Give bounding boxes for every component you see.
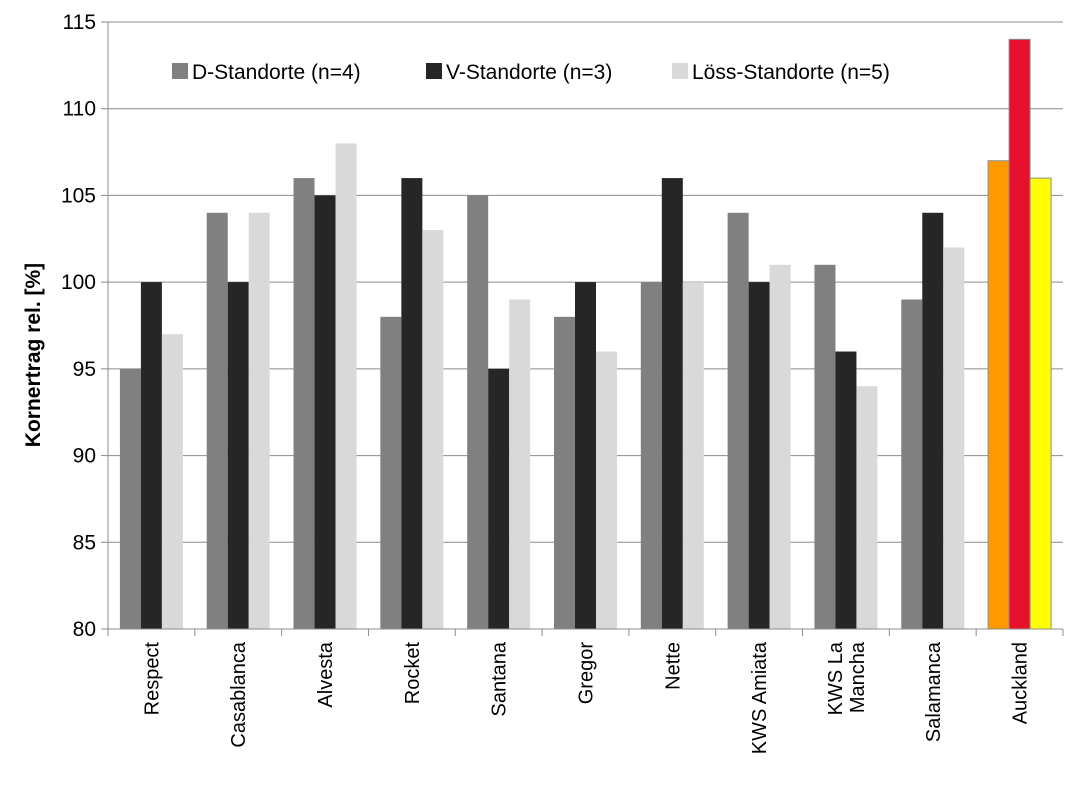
bar-2-casablanca	[227, 282, 249, 629]
bar-2-alvesta	[314, 195, 336, 629]
bar-1-gregor	[554, 316, 575, 629]
bar-3-kws-amiata	[769, 264, 791, 629]
y-tick-label: 90	[73, 445, 96, 468]
legend-swatch	[172, 63, 188, 79]
x-category-label: Casablanca	[228, 641, 250, 748]
y-tick-label: 100	[61, 271, 96, 294]
bar-1-nette	[640, 282, 662, 629]
legend-swatch	[672, 63, 688, 79]
y-tick-label: 85	[73, 531, 96, 554]
x-category-label: Salamanca	[923, 641, 945, 742]
x-category-label: Respect	[141, 642, 163, 716]
x-category-label: Mancha	[847, 641, 869, 713]
axes	[107, 22, 1064, 636]
y-tick-label: 110	[63, 98, 96, 121]
bar-3-alvesta	[335, 143, 357, 629]
x-category-label: KWS Amiata	[749, 641, 771, 754]
bar-2-kws-la-mancha	[835, 351, 857, 629]
bar-1-kws-la-mancha	[814, 264, 836, 629]
bar-1-salamanca	[901, 299, 923, 629]
bar-2-salamanca	[922, 212, 944, 629]
y-tick-label: 95	[73, 358, 96, 381]
bar-3-nette	[682, 282, 704, 629]
bar-1-santana	[467, 195, 489, 629]
bar-3-santana	[509, 299, 531, 629]
bar-3-kws-la-mancha	[856, 386, 878, 629]
legend-swatch	[426, 63, 442, 79]
x-category-label: Santana	[489, 641, 511, 716]
x-category-label: Auckland	[1010, 642, 1032, 724]
bar-2-kws-amiata	[748, 282, 770, 629]
bar-1-respect	[119, 368, 141, 629]
bar-2-nette	[661, 178, 683, 630]
bar-3-respect	[161, 334, 183, 629]
bar-1-auckland	[987, 160, 1010, 630]
bar-2-rocket	[401, 178, 423, 630]
y-axis-title: Kornertrag rel. [%]	[22, 263, 45, 447]
legend-label: D-Standorte (n=4)	[192, 61, 361, 84]
bar-3-gregor	[596, 351, 617, 629]
y-axis-ticks: 80 85 90 95 100 105 110 115	[61, 11, 108, 641]
y-tick-label: 115	[63, 11, 96, 34]
y-tick-label: 105	[61, 184, 96, 207]
bar-2-respect	[140, 282, 162, 629]
x-category-label: Rocket	[402, 642, 424, 705]
legend-label: V-Standorte (n=3)	[446, 61, 612, 84]
bar-1-rocket	[380, 316, 402, 629]
bar-1-kws-amiata	[727, 212, 749, 629]
bar-3-salamanca	[943, 247, 965, 629]
bar-3-rocket	[422, 230, 444, 629]
bar-2-santana	[488, 368, 510, 629]
x-category-label: Gregor	[576, 642, 598, 705]
bar-2-gregor	[575, 282, 596, 629]
bar-2-auckland	[1008, 38, 1031, 630]
bar-1-alvesta	[293, 178, 315, 630]
x-axis-category-labels: Respect Casablanca Alvesta Rocket Santana Gre…	[141, 641, 1031, 754]
x-category-label: Alvesta	[315, 641, 337, 707]
legend: D-Standorte (n=4) V-Standorte (n=3) Löss-S…	[172, 61, 890, 84]
x-category-label: Nette	[662, 642, 684, 690]
bar-3-casablanca	[248, 212, 270, 629]
legend-label: Löss-Standorte (n=5)	[692, 61, 890, 84]
bar-groups	[119, 38, 1052, 630]
x-category-label: KWS La	[825, 641, 847, 715]
bar-1-casablanca	[206, 212, 228, 629]
bar-3-auckland	[1029, 177, 1052, 630]
y-tick-label: 80	[73, 618, 96, 641]
